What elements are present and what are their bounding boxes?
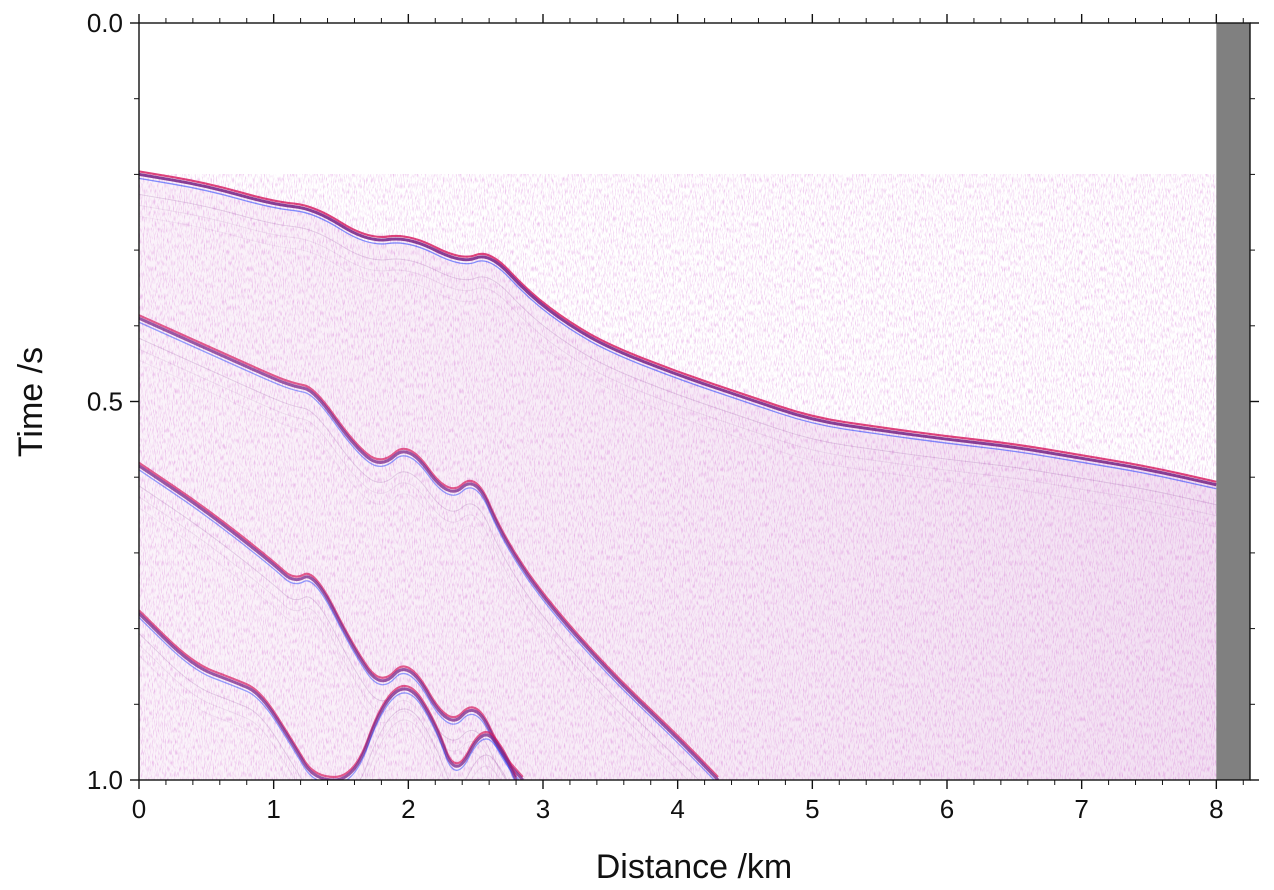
reflector-third-multiple	[139, 609, 518, 780]
reflector-seafloor	[139, 170, 1217, 528]
seismic-image	[139, 170, 1217, 780]
reflector-echo	[139, 193, 1217, 506]
reflector-red-lobe	[139, 170, 1217, 483]
reflector-echo	[139, 348, 689, 780]
reflector-blue-lobe	[139, 321, 716, 780]
y-tick-label-1.0: 1.0	[87, 765, 123, 795]
reflector-layer	[139, 170, 1217, 780]
y-tick-label-0.5: 0.5	[87, 387, 123, 417]
x-tick-label-1: 1	[266, 794, 280, 824]
reflector-core	[139, 464, 524, 780]
reflector-echo	[139, 496, 501, 780]
reflector-blue-lobe	[139, 469, 521, 780]
x-tick-label-0: 0	[132, 794, 146, 824]
reflector-blue-lobe	[139, 616, 515, 780]
y-axis: 0.0 0.5 1.0	[87, 8, 1259, 795]
x-tick-label-7: 7	[1074, 794, 1088, 824]
reflector-echo	[139, 204, 1217, 517]
y-axis-title: Time /s	[12, 347, 50, 457]
x-tick-label-8: 8	[1209, 794, 1223, 824]
reflector-core	[139, 172, 1217, 487]
reflector-echo	[139, 655, 493, 780]
reflector-echo	[139, 215, 1217, 528]
reflector-red-lobe	[139, 314, 719, 778]
blank-region	[1216, 23, 1250, 780]
x-tick-label-3: 3	[536, 794, 550, 824]
reflector-echo	[139, 633, 508, 780]
x-tick-label-5: 5	[805, 794, 819, 824]
reflector-core	[139, 316, 720, 780]
reflector-echo	[139, 485, 507, 780]
x-tick-label-6: 6	[940, 794, 954, 824]
reflector-echo	[139, 644, 502, 780]
reflector-second-multiple	[139, 461, 524, 780]
reflector-first-multiple	[139, 314, 720, 780]
subsurface-noise	[139, 174, 1217, 780]
y-tick-label-0.0: 0.0	[87, 8, 123, 38]
x-axis-title: Distance /km	[596, 848, 793, 886]
reflector-core	[139, 612, 518, 780]
reflector-echo	[139, 337, 700, 780]
x-tick-label-2: 2	[401, 794, 415, 824]
x-axis: 0 1 2 3 4 5 6 7 8	[132, 14, 1244, 824]
reflector-blue-lobe	[139, 177, 1217, 490]
reflector-echo	[139, 359, 678, 780]
x-tick-label-4: 4	[670, 794, 684, 824]
plot-area	[138, 22, 1251, 781]
